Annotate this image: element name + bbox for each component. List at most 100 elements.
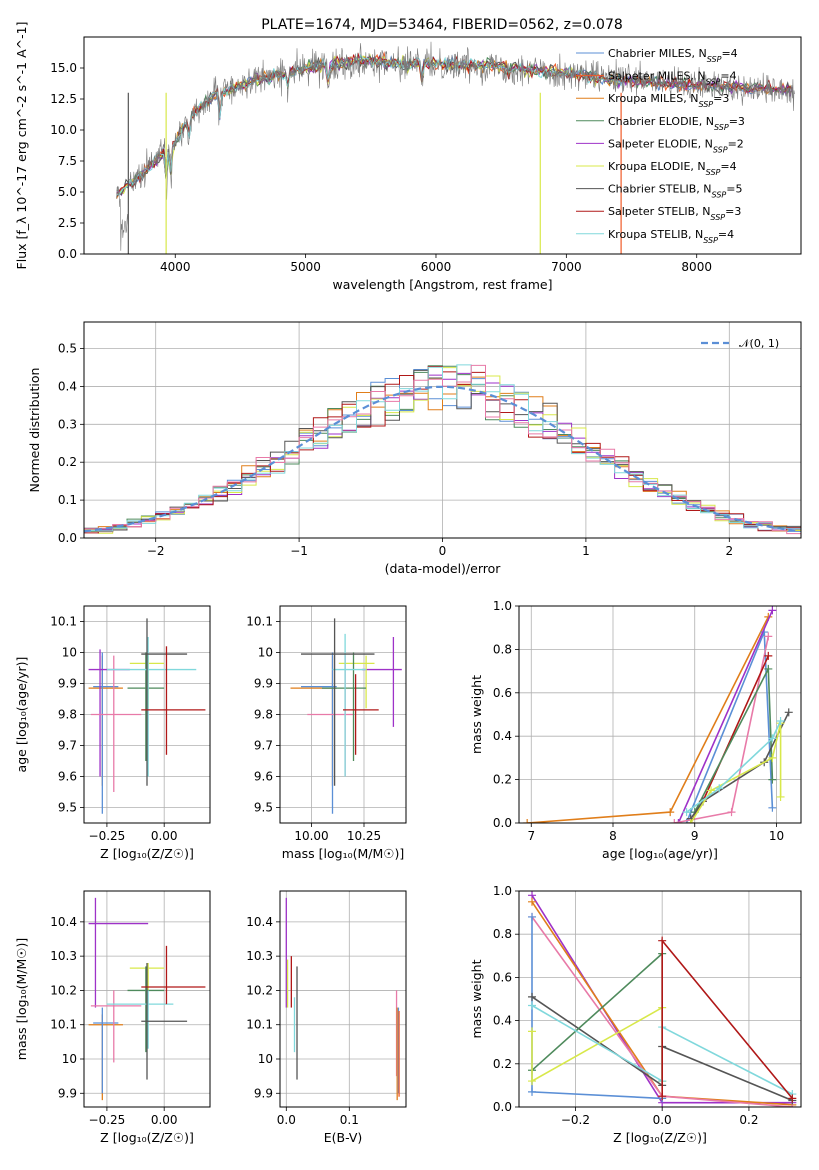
mass-weight-marker — [523, 819, 532, 823]
y-tick-label: 10.0 — [50, 123, 77, 137]
y-tick-label: 9.9 — [254, 1086, 273, 1100]
plot-area — [523, 606, 793, 823]
y-tick-label: 10.1 — [246, 1018, 273, 1032]
mass-weight-marker — [764, 651, 773, 660]
mass-weight-line — [677, 609, 774, 823]
y-tick-label: 10 — [62, 646, 77, 660]
x-tick-label: 0.00 — [151, 1113, 178, 1127]
y-tick-label: 0.6 — [493, 970, 512, 984]
y-tick-label: 10 — [62, 1052, 77, 1066]
y-tick-label: 9.7 — [58, 739, 77, 753]
y-tick-label: 0.0 — [58, 247, 77, 261]
y-tick-label: 1.0 — [493, 599, 512, 613]
mass-weight-marker — [776, 792, 785, 801]
x-tick-label: −2 — [147, 544, 165, 558]
x-tick-label: 1 — [582, 544, 590, 558]
x-tick-label: −1 — [290, 544, 308, 558]
x-tick-label: −0.25 — [89, 1113, 126, 1127]
x-axis-label: Z [log₁₀(Z/Z☉)] — [613, 1130, 707, 1145]
mass-weight-line — [685, 631, 774, 823]
mass-weight-marker — [764, 664, 773, 673]
x-tick-label: 5000 — [290, 260, 321, 274]
mass-weight-marker — [528, 992, 537, 1001]
mass-weight-line — [661, 938, 793, 1099]
weight-vs-age-plot: 7 8 9 10 0.0 0.2 0.4 0.6 0.8 1.0 age [log₁₀(age/yr… — [469, 599, 802, 861]
legend-entry: Kroupa ELODIE, NSSP=4 — [608, 160, 737, 177]
plot-area — [116, 41, 795, 254]
x-tick-label: 4000 — [160, 260, 191, 274]
legend-entry: 𝒩(0, 1) — [739, 337, 779, 350]
y-tick-label: 1.0 — [493, 884, 512, 898]
mass-weight-marker — [764, 632, 773, 641]
x-axis-label: wavelength [Angstrom, rest frame] — [332, 277, 552, 292]
mass-weight-marker — [768, 734, 777, 743]
spectrum-plot: 4000 5000 6000 7000 8000 0.0 2.5 5.0 7.5 10.0 12.5… — [14, 22, 802, 292]
y-tick-label: 0.8 — [493, 927, 512, 941]
x-tick-label: 8 — [609, 829, 617, 843]
y-tick-label: 15.0 — [50, 61, 77, 75]
y-tick-label: 0.1 — [58, 493, 77, 507]
mass-weight-marker — [784, 708, 793, 717]
y-tick-label: 0.0 — [58, 531, 77, 545]
x-tick-label: 0 — [439, 544, 447, 558]
mass-weight-marker — [768, 803, 777, 812]
y-axis-label: Normed distribution — [27, 368, 42, 493]
mass-vs-metallicity-plot: −0.25 0.00 9.9 10 10.1 10.2 10.3 10.4 Z [log₁₀(Z… — [14, 890, 211, 1145]
y-tick-label: 7.5 — [58, 154, 77, 168]
plot-area — [88, 618, 206, 814]
mass-weight-marker — [528, 912, 537, 921]
y-axis-label: mass weight — [469, 959, 484, 1038]
mass-weight-marker — [768, 753, 777, 762]
mass-weight-line — [527, 616, 770, 823]
y-axis-label: mass [log₁₀(M/M☉)] — [14, 938, 29, 1060]
plot-area — [285, 897, 400, 1101]
legend-entry: Kroupa MILES, NSSP=3 — [608, 92, 729, 109]
mass-weight-marker — [528, 1077, 537, 1086]
residual-histogram: −2 −1 0 1 2 0.0 0.1 0.2 0.3 0.4 0.5 (data-model)/er… — [27, 321, 802, 576]
x-tick-label: 10 — [769, 829, 784, 843]
y-axis-label: mass weight — [469, 675, 484, 754]
mass-weight-line — [674, 636, 770, 823]
x-tick-label: 6000 — [421, 260, 452, 274]
x-tick-label: 2 — [725, 544, 733, 558]
mass-weight-marker — [682, 808, 691, 817]
y-tick-label: 10 — [258, 1052, 273, 1066]
y-tick-label: 0.2 — [493, 773, 512, 787]
x-tick-label: 10.25 — [347, 829, 381, 843]
y-tick-label: 9.7 — [254, 739, 273, 753]
y-tick-label: 10.3 — [50, 949, 77, 963]
mass-weight-marker — [715, 784, 724, 793]
mass-weight-marker — [674, 819, 683, 823]
mass-vs-extinction-plot: 0.0 0.1 9.9 10 10.1 10.2 10.3 10.4 E(B-V) — [246, 890, 407, 1145]
x-axis-label: E(B-V) — [324, 1130, 363, 1145]
legend-entry: Chabrier ELODIE, NSSP=3 — [608, 115, 745, 132]
y-tick-label: 9.5 — [254, 801, 273, 815]
y-tick-label: 10.4 — [246, 915, 273, 929]
axes-frame — [83, 36, 802, 255]
legend-entry: Salpeter STELIB, NSSP=3 — [608, 205, 741, 222]
y-tick-label: 10.2 — [50, 983, 77, 997]
y-tick-label: 10.1 — [246, 615, 273, 629]
mass-weight-marker — [528, 1087, 537, 1096]
y-tick-label: 0.4 — [493, 729, 512, 743]
y-tick-label: 0.4 — [58, 379, 77, 393]
x-tick-label: −0.2 — [561, 1113, 590, 1127]
y-tick-label: 9.9 — [58, 677, 77, 691]
y-tick-label: 10.1 — [50, 1018, 77, 1032]
mass-weight-marker — [727, 808, 736, 817]
axes-frame — [83, 890, 211, 1108]
plot-area — [84, 364, 801, 538]
y-tick-label: 10.3 — [246, 949, 273, 963]
y-tick-label: 10.1 — [50, 615, 77, 629]
legend-entry: Chabrier STELIB, NSSP=5 — [608, 183, 742, 200]
figure-title: PLATE=1674, MJD=53464, FIBERID=0562, z=0… — [261, 17, 623, 33]
y-tick-label: 10.2 — [246, 983, 273, 997]
mass-weight-marker — [707, 786, 716, 795]
y-tick-label: 9.8 — [254, 708, 273, 722]
mass-weight-marker — [776, 717, 785, 726]
mass-weight-marker — [528, 1001, 537, 1010]
y-tick-label: 0.2 — [58, 455, 77, 469]
y-tick-label: 10.4 — [50, 915, 77, 929]
residual-histogram-series — [84, 364, 801, 538]
